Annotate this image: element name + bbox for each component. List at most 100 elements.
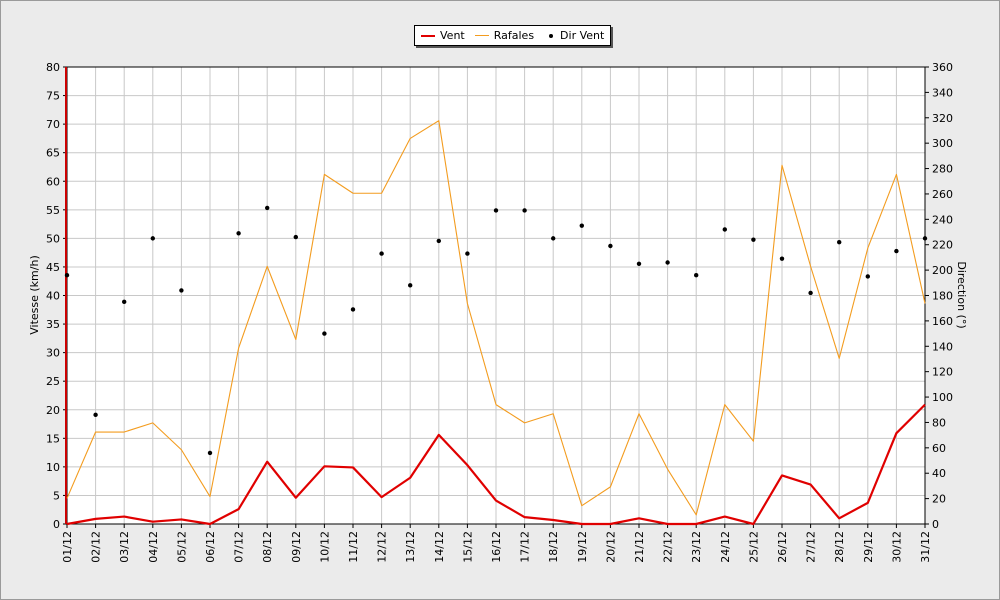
point-dir-vent (808, 290, 813, 296)
y-tick-label: 5 (53, 489, 60, 502)
point-dir-vent (93, 412, 98, 418)
point-dir-vent (179, 288, 184, 293)
point-dir-vent (379, 251, 384, 256)
y2-tick-label: 240 (932, 213, 953, 226)
x-tick-label: 22/12 (662, 531, 675, 563)
x-tick-label: 24/12 (719, 531, 732, 563)
point-dir-vent (408, 283, 413, 288)
point-dir-vent (579, 223, 584, 228)
point-dir-vent (64, 272, 70, 278)
x-tick-label: 26/12 (776, 531, 789, 563)
series-line-rafales (66, 120, 926, 516)
x-tick-label: 08/12 (261, 531, 274, 563)
point-dir-vent (207, 450, 213, 456)
y-axis-title: Vitesse (km/h) (28, 255, 41, 335)
y-tick-label: 0 (53, 518, 60, 531)
point-dir-vent (665, 260, 670, 265)
x-tick-label: 18/12 (547, 531, 560, 563)
point-dir-vent (551, 236, 556, 241)
point-dir-vent (122, 299, 127, 305)
axes: 0 5 10 15 20 25 30 35 40 45 50 55 60 65 70 75 80 0 20 40 60 8… (46, 61, 953, 563)
point-dir-vent (608, 243, 613, 249)
x-tick-label: 04/12 (147, 531, 160, 563)
x-tick-label: 11/12 (347, 531, 360, 563)
x-tick-label: 25/12 (747, 531, 760, 563)
x-tick-label: 23/12 (690, 531, 703, 563)
point-dir-vent (694, 272, 699, 278)
y2-tick-label: 100 (932, 391, 953, 404)
x-tick-label: 15/12 (461, 531, 474, 563)
point-dir-vent (751, 237, 756, 242)
y-tick-label: 75 (46, 90, 60, 103)
y2-tick-label: 300 (932, 137, 953, 150)
y-tick-label: 45 (46, 261, 60, 274)
point-dir-vent (493, 208, 499, 213)
y2-tick-label: 140 (932, 340, 953, 353)
y2-tick-label: 60 (932, 442, 946, 455)
x-tick-label: 16/12 (490, 531, 503, 563)
y2-tick-label: 260 (932, 188, 953, 201)
y-tick-label: 35 (46, 318, 60, 331)
y2-tick-label: 180 (932, 290, 953, 303)
legend-label-rafales: Rafales (493, 29, 535, 42)
y2-tick-label: 200 (932, 264, 953, 277)
y-tick-label: 30 (46, 347, 60, 360)
point-dir-vent (350, 307, 356, 312)
y2-tick-label: 320 (932, 112, 953, 125)
x-tick-label: 14/12 (433, 531, 446, 563)
x-tick-label: 28/12 (833, 531, 846, 563)
x-tick-label: 21/12 (633, 531, 646, 563)
x-tick-label: 02/12 (90, 531, 103, 563)
x-tick-label: 01/12 (61, 531, 74, 563)
y-tick-label: 70 (46, 118, 60, 131)
x-tick-label: 03/12 (118, 531, 131, 563)
x-tick-label: 07/12 (233, 531, 246, 563)
x-tick-label: 13/12 (404, 531, 417, 563)
point-dir-vent (779, 256, 785, 261)
point-dir-vent (236, 231, 241, 236)
legend-item-dir-vent: Dir Vent (544, 29, 604, 42)
point-dir-vent (150, 236, 155, 241)
x-tick-label: 06/12 (204, 531, 217, 563)
x-tick-label: 09/12 (290, 531, 303, 563)
y-tick-label: 55 (46, 204, 60, 217)
y-tick-label: 40 (46, 290, 60, 303)
y-tick-label: 80 (46, 61, 60, 74)
series-layer (64, 120, 928, 526)
legend-item-rafales: Rafales (474, 29, 535, 42)
point-dir-vent (522, 208, 527, 213)
y2-tick-label: 0 (932, 518, 939, 531)
point-dir-vent (265, 205, 270, 211)
y2-tick-label: 40 (932, 467, 946, 480)
y-tick-label: 25 (46, 375, 60, 388)
point-dir-vent (922, 236, 928, 241)
x-tick-label: 10/12 (318, 531, 331, 563)
y-tick-label: 15 (46, 432, 60, 445)
point-dir-vent (722, 227, 727, 232)
y2-tick-label: 160 (932, 315, 953, 328)
y2-tick-label: 220 (932, 239, 953, 252)
point-dir-vent (894, 248, 899, 254)
y2-tick-label: 280 (932, 163, 953, 176)
x-tick-label: 12/12 (376, 531, 389, 563)
y2-tick-label: 20 (932, 493, 946, 506)
y-tick-label: 10 (46, 461, 60, 474)
series-line-vent (66, 403, 926, 526)
x-tick-label: 20/12 (604, 531, 617, 563)
x-tick-label: 05/12 (175, 531, 188, 563)
legend-swatch-rafales (474, 35, 489, 36)
y2-tick-label: 340 (932, 86, 953, 99)
legend-swatch-vent (421, 34, 435, 37)
y2-tick-label: 80 (932, 416, 946, 429)
legend-swatch-dir-vent (549, 33, 554, 38)
y2-tick-label: 120 (932, 366, 953, 379)
legend-item-vent: Vent (421, 29, 465, 42)
y-tick-label: 60 (46, 175, 60, 188)
y-tick-label: 50 (46, 232, 60, 245)
x-tick-label: 27/12 (805, 531, 818, 563)
point-dir-vent (636, 261, 642, 266)
point-dir-vent (293, 234, 298, 240)
point-dir-vent (436, 238, 441, 244)
x-tick-label: 19/12 (576, 531, 589, 563)
